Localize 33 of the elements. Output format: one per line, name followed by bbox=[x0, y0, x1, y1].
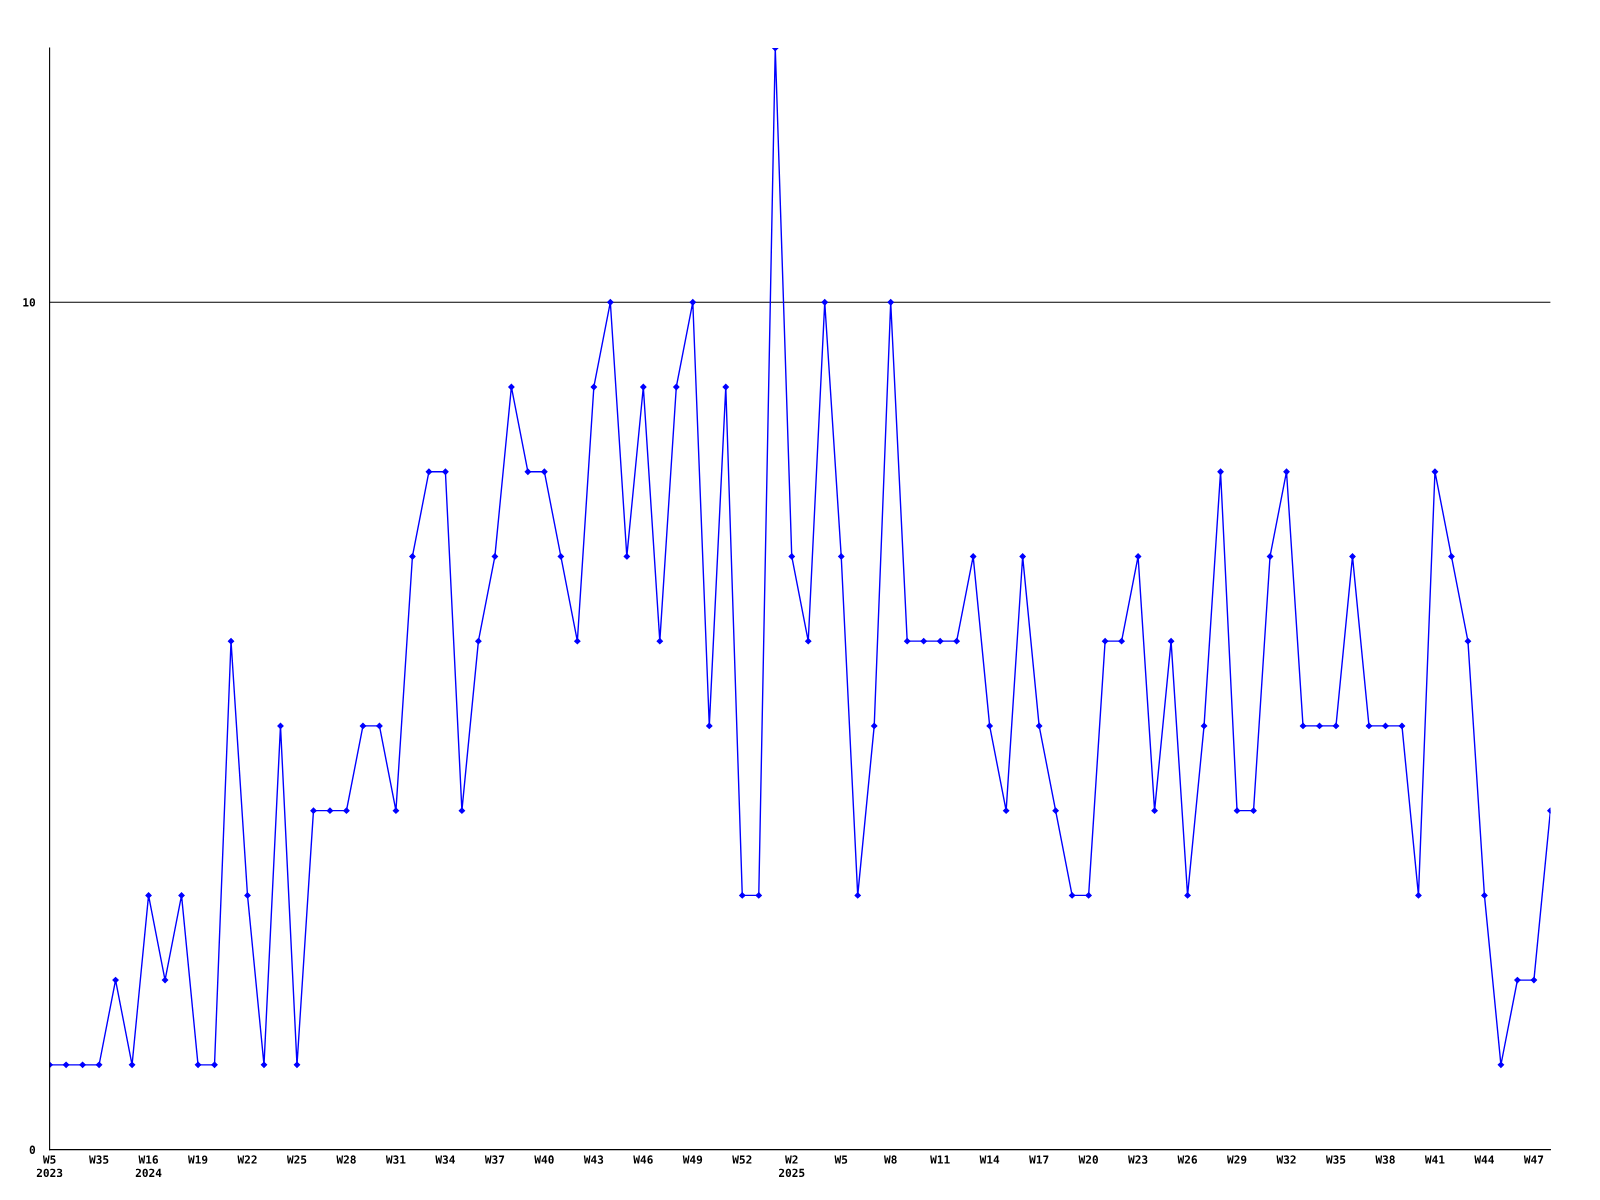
x-tick-label: W43 bbox=[583, 1155, 604, 1164]
x-tick-label: W35 bbox=[1325, 1155, 1346, 1164]
x-tick-label: W29 bbox=[1227, 1155, 1247, 1164]
x-tick-label: W44 bbox=[1474, 1155, 1494, 1164]
y-tick-label: 10 bbox=[23, 298, 36, 307]
x-tick-label: W38 bbox=[1375, 1155, 1395, 1164]
x-tick-label: W14 bbox=[979, 1155, 1000, 1164]
x-tick-label: W47 bbox=[1523, 1155, 1544, 1164]
y-tick-label: 0 bbox=[29, 1145, 36, 1154]
x-tick-label: W31 bbox=[385, 1155, 406, 1164]
x-tick-label: W19 bbox=[188, 1155, 208, 1164]
x-tick-label: W28 bbox=[336, 1155, 356, 1164]
x-tick-label: W2 2025 bbox=[779, 1155, 805, 1178]
x-tick-label: W5 2023 bbox=[36, 1155, 63, 1178]
x-tick-label: W5 bbox=[834, 1155, 848, 1164]
x-tick-label: W35 bbox=[89, 1155, 109, 1164]
x-tick-label: W52 bbox=[732, 1155, 752, 1164]
x-tick-label: W34 bbox=[435, 1155, 455, 1164]
x-tick-label: W41 bbox=[1424, 1155, 1445, 1164]
x-tick-label: W32 bbox=[1276, 1155, 1296, 1164]
x-tick-label: W46 bbox=[633, 1155, 653, 1164]
x-tick-label: W22 bbox=[237, 1155, 257, 1164]
x-tick-label: W11 bbox=[930, 1155, 950, 1164]
x-tick-label: W25 bbox=[286, 1155, 307, 1164]
x-tick-label: W49 bbox=[682, 1155, 703, 1164]
x-tick-label: W37 bbox=[484, 1155, 505, 1164]
x-tick-label: W16 2024 bbox=[135, 1155, 162, 1178]
x-tick-label: W26 bbox=[1177, 1155, 1197, 1164]
x-tick-label: W8 bbox=[884, 1155, 897, 1164]
x-tick-label: W23 bbox=[1128, 1155, 1148, 1164]
x-tick-label: W17 bbox=[1029, 1155, 1049, 1164]
x-tick-label: W20 bbox=[1078, 1155, 1098, 1164]
x-tick-label: W40 bbox=[534, 1155, 554, 1164]
